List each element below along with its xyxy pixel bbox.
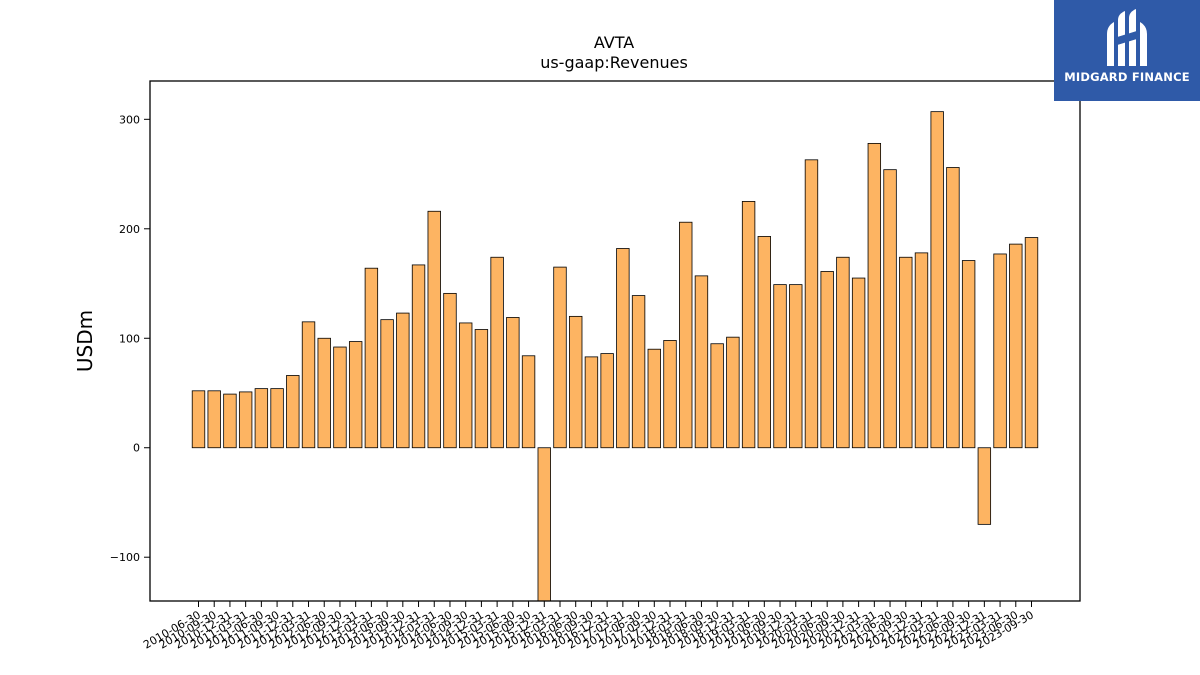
bar <box>474 329 489 449</box>
bar <box>789 284 803 449</box>
bar <box>757 236 771 449</box>
bar <box>459 322 473 449</box>
bar <box>679 221 693 449</box>
bar <box>238 391 253 449</box>
bar <box>396 312 410 449</box>
bar <box>930 111 944 449</box>
bar <box>427 210 441 449</box>
bar <box>364 267 379 449</box>
y-tick-label: 0 <box>133 442 140 455</box>
bar <box>569 315 583 449</box>
bar <box>631 295 646 449</box>
bar <box>333 346 347 449</box>
bar <box>710 343 724 449</box>
y-tick-label: 200 <box>119 223 140 236</box>
bar <box>207 390 221 449</box>
bar <box>867 142 882 449</box>
bar <box>851 277 866 449</box>
chart-title: AVTA <box>594 33 634 52</box>
bar <box>286 375 300 449</box>
bar <box>254 388 269 449</box>
bar <box>616 248 630 449</box>
bar <box>317 337 331 449</box>
bar <box>553 266 567 449</box>
y-tick-label: 300 <box>119 113 140 126</box>
midgard-finance-logo: MIDGARD FINANCE <box>1054 0 1200 101</box>
bar <box>301 321 316 449</box>
bar <box>993 253 1007 449</box>
bar <box>961 260 976 449</box>
bar <box>836 256 850 449</box>
bar <box>600 353 614 449</box>
bar <box>1009 243 1023 449</box>
bar <box>946 167 960 449</box>
bar <box>506 317 520 449</box>
bar <box>443 292 457 449</box>
bar <box>270 388 284 449</box>
bar <box>914 252 929 449</box>
bar <box>490 256 504 449</box>
bar <box>1024 237 1039 449</box>
bar <box>411 264 426 449</box>
bar <box>647 348 661 449</box>
bar <box>883 169 897 449</box>
bar <box>223 393 237 449</box>
logo-text: MIDGARD FINANCE <box>1064 70 1190 84</box>
bar <box>820 271 834 449</box>
bar <box>773 284 787 449</box>
midgard-m-icon <box>1107 9 1147 66</box>
bar <box>741 201 756 449</box>
bar <box>521 355 536 449</box>
bar <box>348 341 363 449</box>
bar <box>977 447 992 525</box>
bar <box>694 275 709 449</box>
y-axis-label: USDm <box>73 310 97 372</box>
bar <box>804 159 819 449</box>
bar <box>584 356 599 449</box>
bar <box>380 319 394 449</box>
bar <box>899 256 913 449</box>
plot-frame <box>149 80 1081 602</box>
bar <box>663 340 677 449</box>
plot-area: −10001002003002010-06-302010-09-302010-1… <box>110 111 1039 652</box>
bar <box>726 336 740 449</box>
chart-subtitle: us-gaap:Revenues <box>540 53 688 72</box>
y-tick-label: 100 <box>119 332 140 345</box>
y-tick-label: −100 <box>110 551 140 564</box>
bar <box>537 447 551 602</box>
bar <box>191 390 206 449</box>
